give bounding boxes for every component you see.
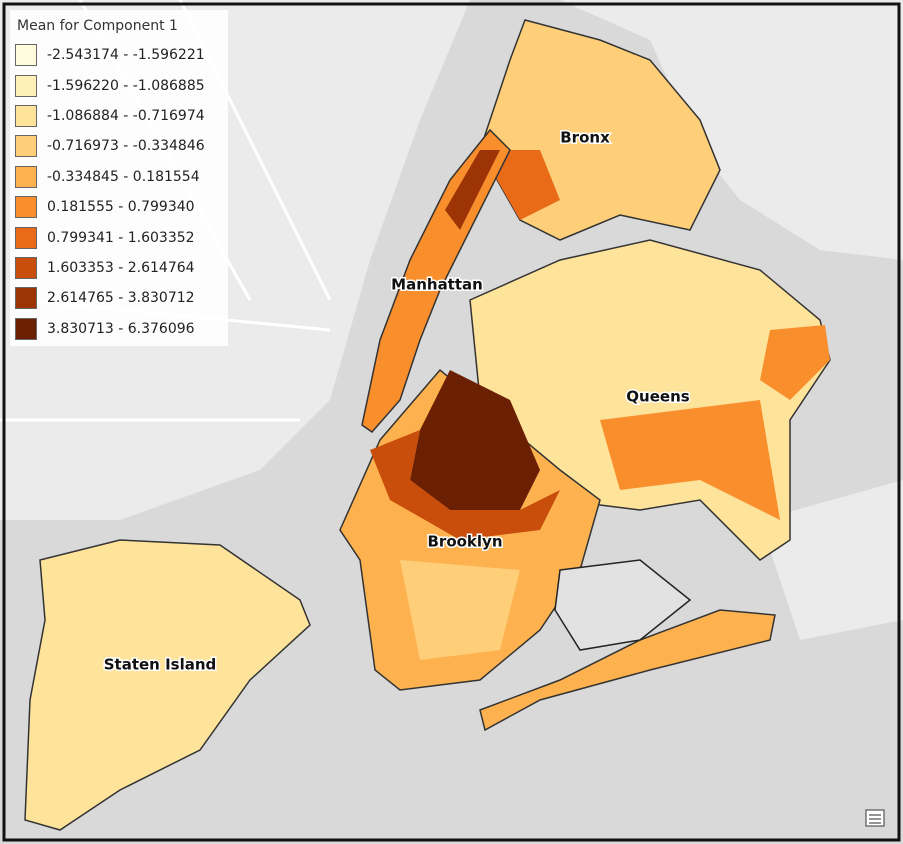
legend-label: 0.799341 - 1.603352	[47, 229, 195, 246]
brooklyn-area	[400, 560, 520, 660]
legend-item: 0.181555 - 0.799340	[15, 192, 223, 222]
legend-item: -1.086884 - -0.716974	[15, 101, 223, 131]
land-mass	[0, 0, 903, 260]
legend-title: Mean for Component 1	[17, 18, 178, 34]
legend-swatch	[15, 135, 37, 158]
legend-swatch	[15, 44, 37, 67]
legend-label: 2.614765 - 3.830712	[47, 290, 195, 307]
legend-swatch	[15, 104, 37, 127]
legend-swatch	[15, 196, 37, 219]
legend-swatch	[15, 256, 37, 279]
legend-item: -1.596220 - -1.086885	[15, 70, 223, 100]
legend-item: 3.830713 - 6.376096	[15, 314, 223, 344]
legend-label: -1.086884 - -0.716974	[47, 107, 205, 124]
legend-item: 0.799341 - 1.603352	[15, 222, 223, 252]
staten-island	[24, 539, 311, 831]
manhattan	[361, 128, 511, 434]
brooklyn-area	[410, 370, 540, 510]
rockaway	[479, 609, 776, 732]
legend-swatch	[15, 226, 37, 249]
brooklyn-area	[370, 430, 560, 540]
borough-label: Manhattan	[391, 276, 483, 294]
legend-toggle-icon[interactable]	[865, 809, 885, 827]
borough-label: Queens	[626, 388, 689, 406]
legend-swatch	[15, 287, 37, 310]
legend-swatch	[15, 165, 37, 188]
legend-swatch	[15, 317, 37, 340]
legend-label: -0.716973 - -0.334846	[47, 138, 205, 155]
legend-item: 1.603353 - 2.614764	[15, 253, 223, 283]
manhattan-area	[445, 150, 500, 230]
jamaica-bay	[554, 559, 692, 651]
legend-item: -0.334845 - 0.181554	[15, 162, 223, 192]
borough-label: Bronx	[560, 129, 610, 147]
legend-label: -0.334845 - 0.181554	[47, 168, 200, 185]
legend-label: -1.596220 - -1.086885	[47, 77, 205, 94]
land-mass	[760, 480, 903, 640]
legend-label: 3.830713 - 6.376096	[47, 320, 195, 337]
legend-label: -2.543174 - -1.596221	[47, 47, 205, 64]
legend-items: -2.543174 - -1.596221 -1.596220 - -1.0868…	[15, 40, 223, 344]
legend: Mean for Component 1 -2.543174 - -1.5962…	[10, 10, 228, 346]
legend-item: -0.716973 - -0.334846	[15, 131, 223, 161]
legend-label: 1.603353 - 2.614764	[47, 259, 195, 276]
queens-area	[760, 325, 830, 400]
legend-label: 0.181555 - 0.799340	[47, 199, 195, 216]
legend-item: -2.543174 - -1.596221	[15, 40, 223, 70]
borough-label: Brooklyn	[427, 533, 502, 551]
queens-area	[600, 400, 780, 520]
legend-item: 2.614765 - 3.830712	[15, 283, 223, 313]
legend-swatch	[15, 74, 37, 97]
borough-label: Staten Island	[104, 656, 217, 674]
